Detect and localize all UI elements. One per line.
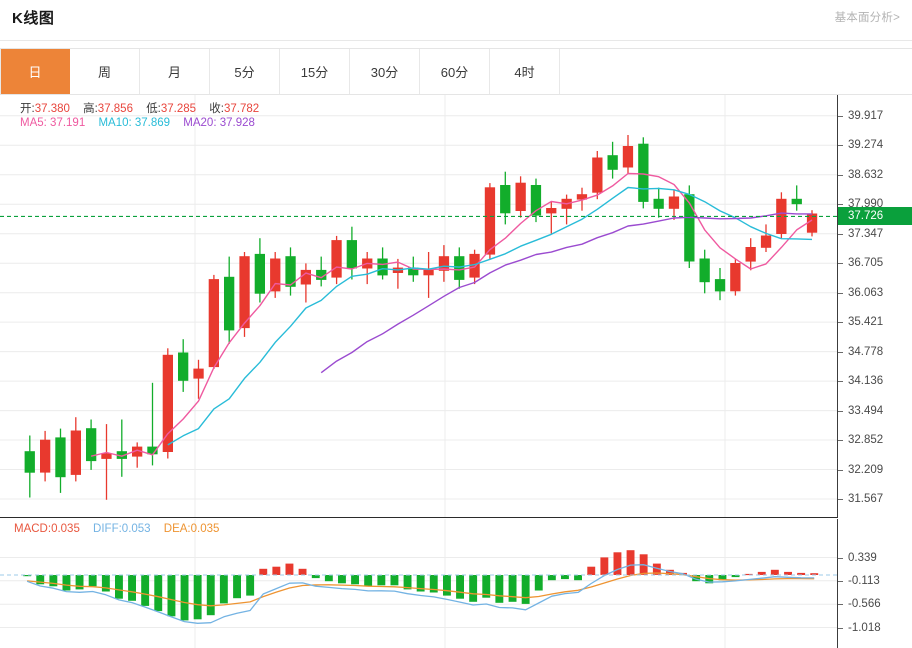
price-axis-tick: 39.917 bbox=[848, 109, 884, 122]
price-axis-tick: 32.852 bbox=[848, 434, 884, 446]
tab-60分[interactable]: 60分 bbox=[420, 49, 490, 94]
tab-label: 月 bbox=[167, 65, 181, 80]
price-axis-tick: 32.209 bbox=[848, 463, 884, 476]
axis-tick-mark bbox=[838, 204, 843, 206]
price-axis-tick: 36.063 bbox=[848, 286, 884, 299]
price-axis-tick: 38.632 bbox=[848, 168, 884, 181]
axis-tick-mark bbox=[838, 627, 843, 629]
price-axis-tick: 31.567 bbox=[848, 493, 884, 505]
axis-tick-mark bbox=[838, 557, 843, 559]
macd-svg bbox=[0, 519, 837, 648]
macd-axis-tick: -1.018 bbox=[848, 621, 881, 634]
macd-pane[interactable]: MACD:0.035 DIFF:0.053 DEA:0.035 bbox=[0, 519, 838, 648]
macd-axis-tick: -0.113 bbox=[848, 574, 880, 587]
axis-tick-mark bbox=[838, 580, 843, 582]
price-axis-tick: 33.494 bbox=[848, 404, 884, 417]
tab-label: 日 bbox=[28, 65, 42, 80]
axis-tick-mark bbox=[838, 469, 843, 471]
price-axis-tick: 37.347 bbox=[848, 227, 884, 240]
tab-label: 4时 bbox=[514, 65, 535, 80]
axis-tick-mark bbox=[838, 292, 843, 294]
tab-label: 60分 bbox=[440, 65, 469, 80]
macd-axis-tick: 0.339 bbox=[848, 551, 877, 564]
tab-15分[interactable]: 15分 bbox=[280, 49, 350, 94]
price-axis: 39.917 39.274 38.632 37.990 37.347 36.705 36.0… bbox=[838, 95, 912, 648]
axis-tick-mark bbox=[838, 499, 843, 500]
axis-tick-mark bbox=[838, 604, 843, 606]
axis-tick-mark bbox=[838, 263, 843, 265]
axis-tick-mark bbox=[838, 440, 843, 441]
axis-tick-mark bbox=[838, 145, 843, 147]
page-title: K线图 bbox=[12, 9, 55, 27]
price-axis-tick: 37.990 bbox=[848, 198, 884, 211]
price-axis-tick: 39.274 bbox=[848, 139, 884, 152]
price-axis-tick: 34.778 bbox=[848, 345, 884, 358]
tab-label: 周 bbox=[97, 65, 111, 80]
header-divider bbox=[0, 40, 912, 41]
price-axis-tick: 36.705 bbox=[848, 257, 884, 270]
tab-月[interactable]: 月 bbox=[140, 49, 210, 94]
price-axis-tick: 34.136 bbox=[848, 375, 884, 388]
macd-axis-tick: -0.566 bbox=[848, 598, 881, 611]
price-axis-tick: 35.421 bbox=[848, 316, 884, 329]
axis-tick-mark bbox=[838, 322, 843, 324]
page-header: K线图 基本面分析> bbox=[0, 0, 912, 34]
axis-tick-mark bbox=[838, 381, 843, 383]
axis-tick-mark bbox=[838, 115, 843, 117]
chart-area: 开:37.380 高:37.856 低:37.285 收:37.782 MA5:… bbox=[0, 95, 912, 648]
axis-tick-mark bbox=[838, 233, 843, 235]
tab-5分[interactable]: 5分 bbox=[210, 49, 280, 94]
tab-label: 30分 bbox=[370, 65, 399, 80]
price-pane[interactable]: 开:37.380 高:37.856 低:37.285 收:37.782 MA5:… bbox=[0, 95, 838, 518]
tab-label: 15分 bbox=[300, 65, 329, 80]
fundamental-analysis-link[interactable]: 基本面分析> bbox=[834, 12, 900, 24]
tab-周[interactable]: 周 bbox=[70, 49, 140, 94]
current-price-tag: 37.726 bbox=[838, 207, 912, 226]
axis-tick-mark bbox=[838, 174, 843, 176]
tab-label: 5分 bbox=[234, 65, 255, 80]
tab-日[interactable]: 日 bbox=[0, 49, 70, 94]
candlestick-svg bbox=[0, 95, 837, 517]
timeframe-tabbar: 日 周 月 5分 15分 30分 60分 4时 bbox=[0, 48, 912, 95]
axis-tick-mark bbox=[838, 410, 843, 412]
tab-4时[interactable]: 4时 bbox=[490, 49, 560, 94]
axis-tick-mark bbox=[838, 351, 843, 353]
tab-30分[interactable]: 30分 bbox=[350, 49, 420, 94]
